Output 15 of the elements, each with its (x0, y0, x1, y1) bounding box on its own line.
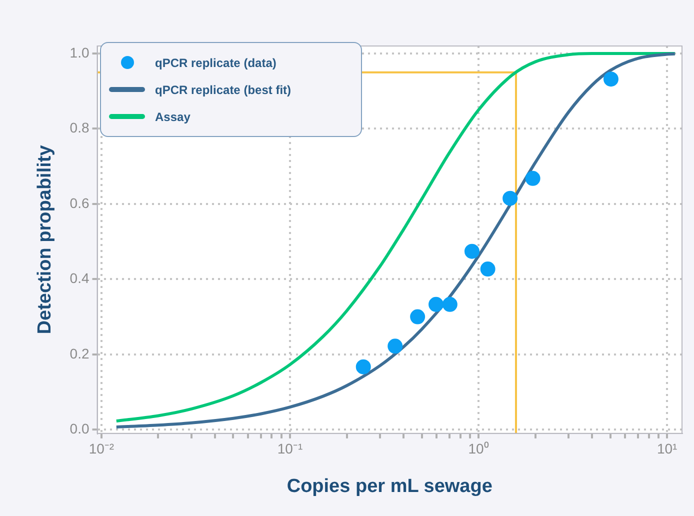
x-tick-label: 10⁻² (88, 440, 114, 457)
y-axis-title: Detection propability (34, 144, 56, 334)
legend-label: qPCR replicate (best fit) (155, 82, 292, 96)
x-axis-title: Copies per mL sewage (286, 476, 492, 497)
y-tick-label: 0.2 (70, 345, 90, 362)
y-tick-label: 0.8 (70, 120, 90, 136)
x-tick-label: 10⁻¹ (277, 440, 303, 457)
y-tick-label: 0.6 (70, 194, 90, 211)
y-tick-label: 0.0 (70, 420, 90, 436)
y-tick-label: 0.4 (70, 270, 90, 286)
legend-label: qPCR replicate (data) (155, 56, 276, 70)
y-tick-label: 1.0 (70, 44, 90, 60)
legend-label: Assay (155, 110, 190, 124)
x-tick-label: 10⁰ (468, 440, 489, 457)
x-tick-label: 10¹ (656, 440, 678, 457)
